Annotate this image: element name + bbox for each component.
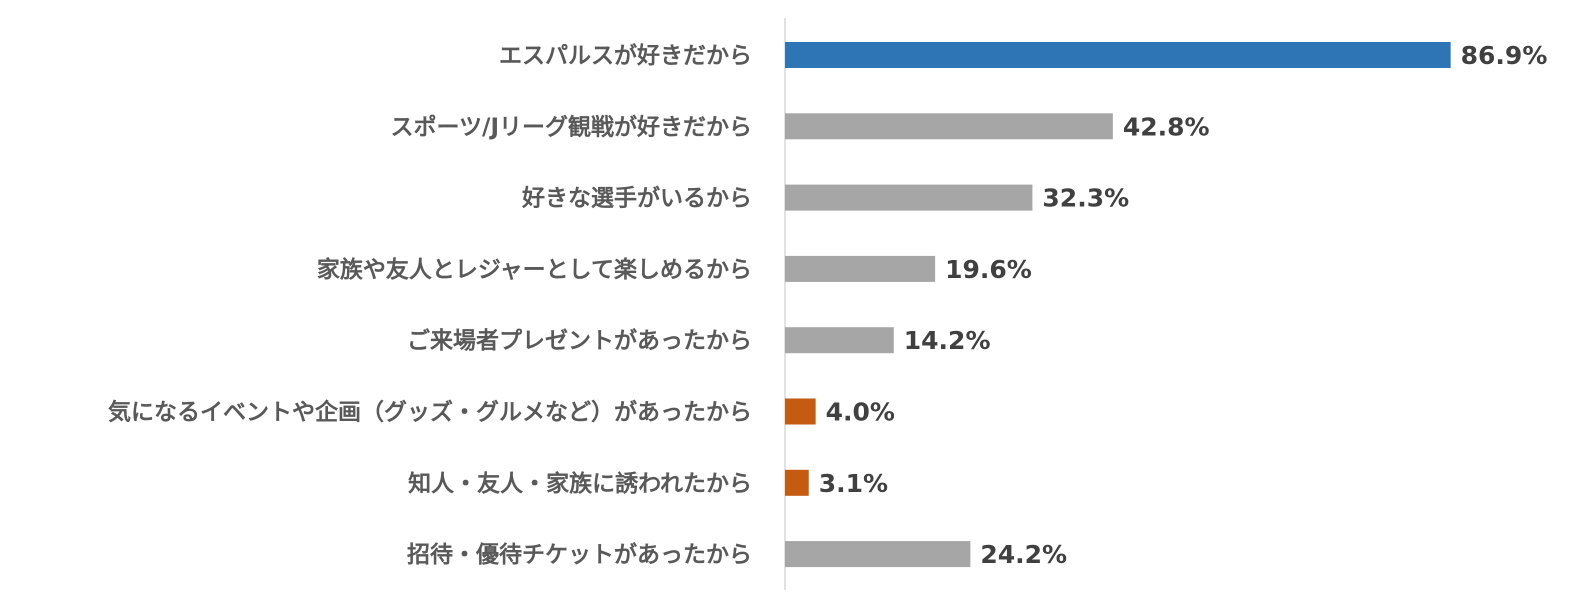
value-label: 86.9% xyxy=(1461,41,1548,70)
category-label: 気になるイベントや企画（グッズ・グルメなど）があったから xyxy=(108,399,752,426)
value-label: 3.1% xyxy=(819,469,888,498)
value-label: 4.0% xyxy=(826,398,895,427)
category-label: エスパルスが好きだから xyxy=(499,42,752,69)
bar xyxy=(785,184,1033,211)
bar xyxy=(785,42,1451,68)
category-label: ご来場者プレゼントがあったから xyxy=(407,327,752,354)
bar xyxy=(785,541,971,568)
value-label: 32.3% xyxy=(1042,184,1129,213)
bar xyxy=(785,327,894,354)
bar-group: エスパルスが好きだから 86.9% スポーツ/Jリーグ観戦が好きだから 42.8% 好き… xyxy=(108,41,1547,569)
value-label: 14.2% xyxy=(904,326,991,355)
value-label: 24.2% xyxy=(980,540,1067,569)
category-label: 好きな選手がいるから xyxy=(521,185,752,212)
bar xyxy=(785,398,816,425)
bar xyxy=(785,255,936,282)
category-label: 招待・優待チケットがあったから xyxy=(407,541,752,568)
category-label: スポーツ/Jリーグ観戦が好きだから xyxy=(391,113,753,140)
value-label: 19.6% xyxy=(945,255,1032,284)
category-label: 家族や友人とレジャーとして楽しめるから xyxy=(317,256,752,283)
bar xyxy=(785,113,1113,140)
value-label: 42.8% xyxy=(1123,112,1210,141)
category-label: 知人・友人・家族に誘われたから xyxy=(408,470,752,497)
bar xyxy=(785,469,809,496)
